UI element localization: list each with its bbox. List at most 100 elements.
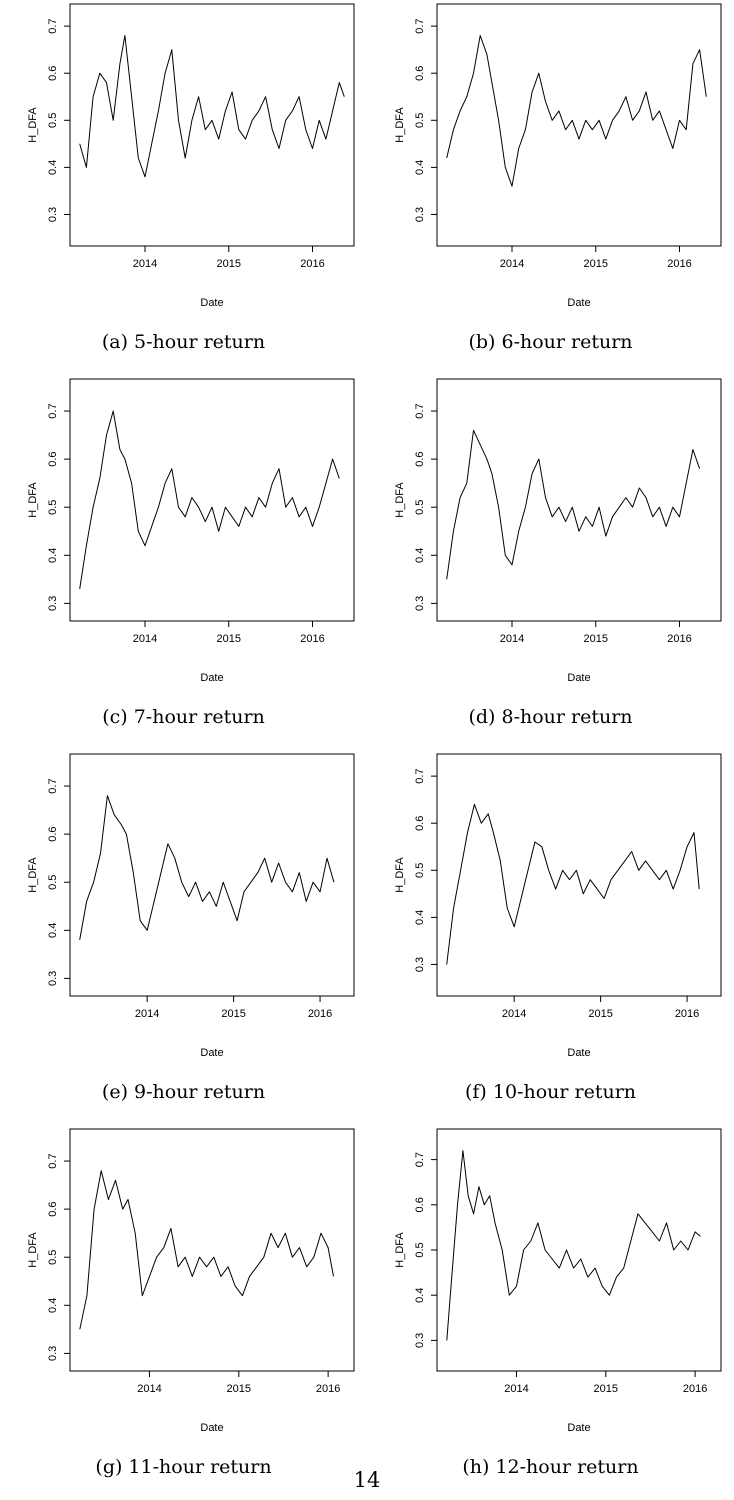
y-tick-label-b-0.5: 0.5 [414,113,426,128]
x-tick-label-e-2014: 2014 [135,1008,159,1020]
series-line-f [446,803,700,965]
x-tick-label-f-2014: 2014 [502,1008,526,1020]
chart-panel-e: 2014 2015 2016 0.3 0.4 0.5 0.6 0.7 Date H_DFA (e)… [0,750,367,1125]
x-tick-label-h-2014: 2014 [504,1383,528,1395]
x-axis-title-d: Date [567,672,590,684]
y-tick-label-f-0.6: 0.6 [414,816,426,831]
y-tick-label-f-0.5: 0.5 [414,863,426,878]
caption-b: (b) 6-hour return [468,331,633,353]
x-axis-title-b: Date [567,297,590,309]
y-axis-title-d: H_DFA [394,482,406,518]
y-tick-label-e-0.6: 0.6 [47,826,59,841]
y-tick-label-f-0.3: 0.3 [414,957,426,972]
x-axis-title-c: Date [200,672,223,684]
series-line-c [79,410,340,590]
x-tick-label-a-2014: 2014 [133,258,157,270]
x-tick-label-b-2014: 2014 [500,258,524,270]
x-tick-label-c-2014: 2014 [133,633,157,645]
plot-frame-g [69,1128,355,1372]
caption-g: (g) 11-hour return [95,1456,272,1478]
y-tick-label-d-0.7: 0.7 [414,403,426,418]
plot-frame-c [69,378,355,622]
caption-d: (d) 8-hour return [468,706,633,728]
y-tick-label-f-0.4: 0.4 [414,910,426,925]
plot-frame-b [436,3,722,247]
x-tick-label-c-2015: 2015 [217,633,241,645]
chart-panel-f: 2014 2015 2016 0.3 0.4 0.5 0.6 0.7 Date H_DFA (f)… [367,750,734,1125]
y-tick-label-g-0.7: 0.7 [47,1153,59,1168]
x-tick-label-d-2014: 2014 [500,633,524,645]
series-line-b [446,35,707,187]
chart-panel-a: 2014 2015 2016 0.3 0.4 0.5 0.6 0.7 Date H_DFA (a)… [0,0,367,375]
x-tick-label-g-2014: 2014 [137,1383,161,1395]
x-tick-label-a-2015: 2015 [217,258,241,270]
y-tick-label-h-0.6: 0.6 [414,1197,426,1212]
x-tick-label-f-2015: 2015 [588,1008,612,1020]
y-tick-label-g-0.6: 0.6 [47,1201,59,1216]
x-tick-label-a-2016: 2016 [300,258,324,270]
y-tick-label-g-0.3: 0.3 [47,1346,59,1361]
y-tick-label-e-0.4: 0.4 [47,923,59,938]
x-axis-title-h: Date [567,1422,590,1434]
x-tick-label-h-2015: 2015 [594,1383,618,1395]
page-number: 14 [353,1468,381,1492]
x-tick-label-f-2016: 2016 [675,1008,699,1020]
caption-c: (c) 7-hour return [102,706,265,728]
x-tick-label-d-2015: 2015 [584,633,608,645]
plot-frame-a [69,3,355,247]
y-tick-label-a-0.3: 0.3 [47,207,59,222]
y-tick-label-b-0.6: 0.6 [414,66,426,81]
series-line-h [446,1150,701,1341]
chart-svg-e: 2014 2015 2016 0.3 0.4 0.5 0.6 0.7 Date H_DFA [27,753,355,1059]
caption-a: (a) 5-hour return [101,331,266,353]
y-tick-label-d-0.5: 0.5 [414,500,426,515]
y-tick-label-h-0.4: 0.4 [414,1288,426,1303]
y-tick-label-a-0.5: 0.5 [47,113,59,128]
y-tick-label-e-0.5: 0.5 [47,875,59,890]
x-tick-label-g-2016: 2016 [316,1383,340,1395]
y-tick-label-c-0.4: 0.4 [47,548,59,563]
plot-frame-f [436,753,722,997]
plot-frame-e [69,753,355,997]
x-tick-label-h-2016: 2016 [683,1383,707,1395]
y-tick-label-b-0.4: 0.4 [414,160,426,175]
y-axis-title-c: H_DFA [27,482,39,518]
chart-svg-h: 2014 2015 2016 0.3 0.4 0.5 0.6 0.7 Date H_DFA [394,1128,722,1434]
y-tick-label-d-0.6: 0.6 [414,451,426,466]
x-tick-label-g-2015: 2015 [227,1383,251,1395]
x-tick-label-e-2015: 2015 [221,1008,245,1020]
caption-h: (h) 12-hour return [462,1456,639,1478]
y-tick-label-c-0.3: 0.3 [47,596,59,611]
x-tick-label-b-2015: 2015 [584,258,608,270]
caption-e: (e) 9-hour return [101,1081,266,1103]
series-line-d [446,429,701,580]
y-tick-label-c-0.5: 0.5 [47,500,59,515]
y-tick-label-a-0.7: 0.7 [47,18,59,33]
chart-svg-f: 2014 2015 2016 0.3 0.4 0.5 0.6 0.7 Date H_DFA [394,753,722,1059]
y-tick-label-c-0.6: 0.6 [47,451,59,466]
chart-panel-c: 2014 2015 2016 0.3 0.4 0.5 0.6 0.7 Date H_DFA (c)… [0,375,367,750]
x-tick-label-e-2016: 2016 [308,1008,332,1020]
y-axis-title-b: H_DFA [394,107,406,143]
y-axis-title-h: H_DFA [394,1232,406,1268]
y-tick-label-g-0.5: 0.5 [47,1250,59,1265]
y-axis-title-a: H_DFA [27,107,39,143]
y-axis-title-e: H_DFA [27,857,39,893]
y-tick-label-f-0.7: 0.7 [414,768,426,783]
y-tick-label-a-0.4: 0.4 [47,160,59,175]
y-tick-label-b-0.3: 0.3 [414,207,426,222]
y-tick-label-e-0.3: 0.3 [47,971,59,986]
x-tick-label-b-2016: 2016 [667,258,691,270]
chart-svg-g: 2014 2015 2016 0.3 0.4 0.5 0.6 0.7 Date H_DFA [27,1128,355,1434]
x-tick-label-d-2016: 2016 [667,633,691,645]
chart-panel-d: 2014 2015 2016 0.3 0.4 0.5 0.6 0.7 Date H_DFA (d)… [367,375,734,750]
chart-svg-a: 2014 2015 2016 0.3 0.4 0.5 0.6 0.7 Date H_DFA [27,3,355,309]
plot-frame-h [436,1128,722,1372]
chart-panel-h: 2014 2015 2016 0.3 0.4 0.5 0.6 0.7 Date H_DFA (h)… [367,1125,734,1500]
caption-f: (f) 10-hour return [464,1081,637,1103]
x-axis-title-a: Date [200,297,223,309]
y-tick-label-g-0.4: 0.4 [47,1298,59,1313]
chart-panel-g: 2014 2015 2016 0.3 0.4 0.5 0.6 0.7 Date H_DFA (g)… [0,1125,367,1500]
y-tick-label-e-0.7: 0.7 [47,778,59,793]
y-tick-label-a-0.6: 0.6 [47,66,59,81]
